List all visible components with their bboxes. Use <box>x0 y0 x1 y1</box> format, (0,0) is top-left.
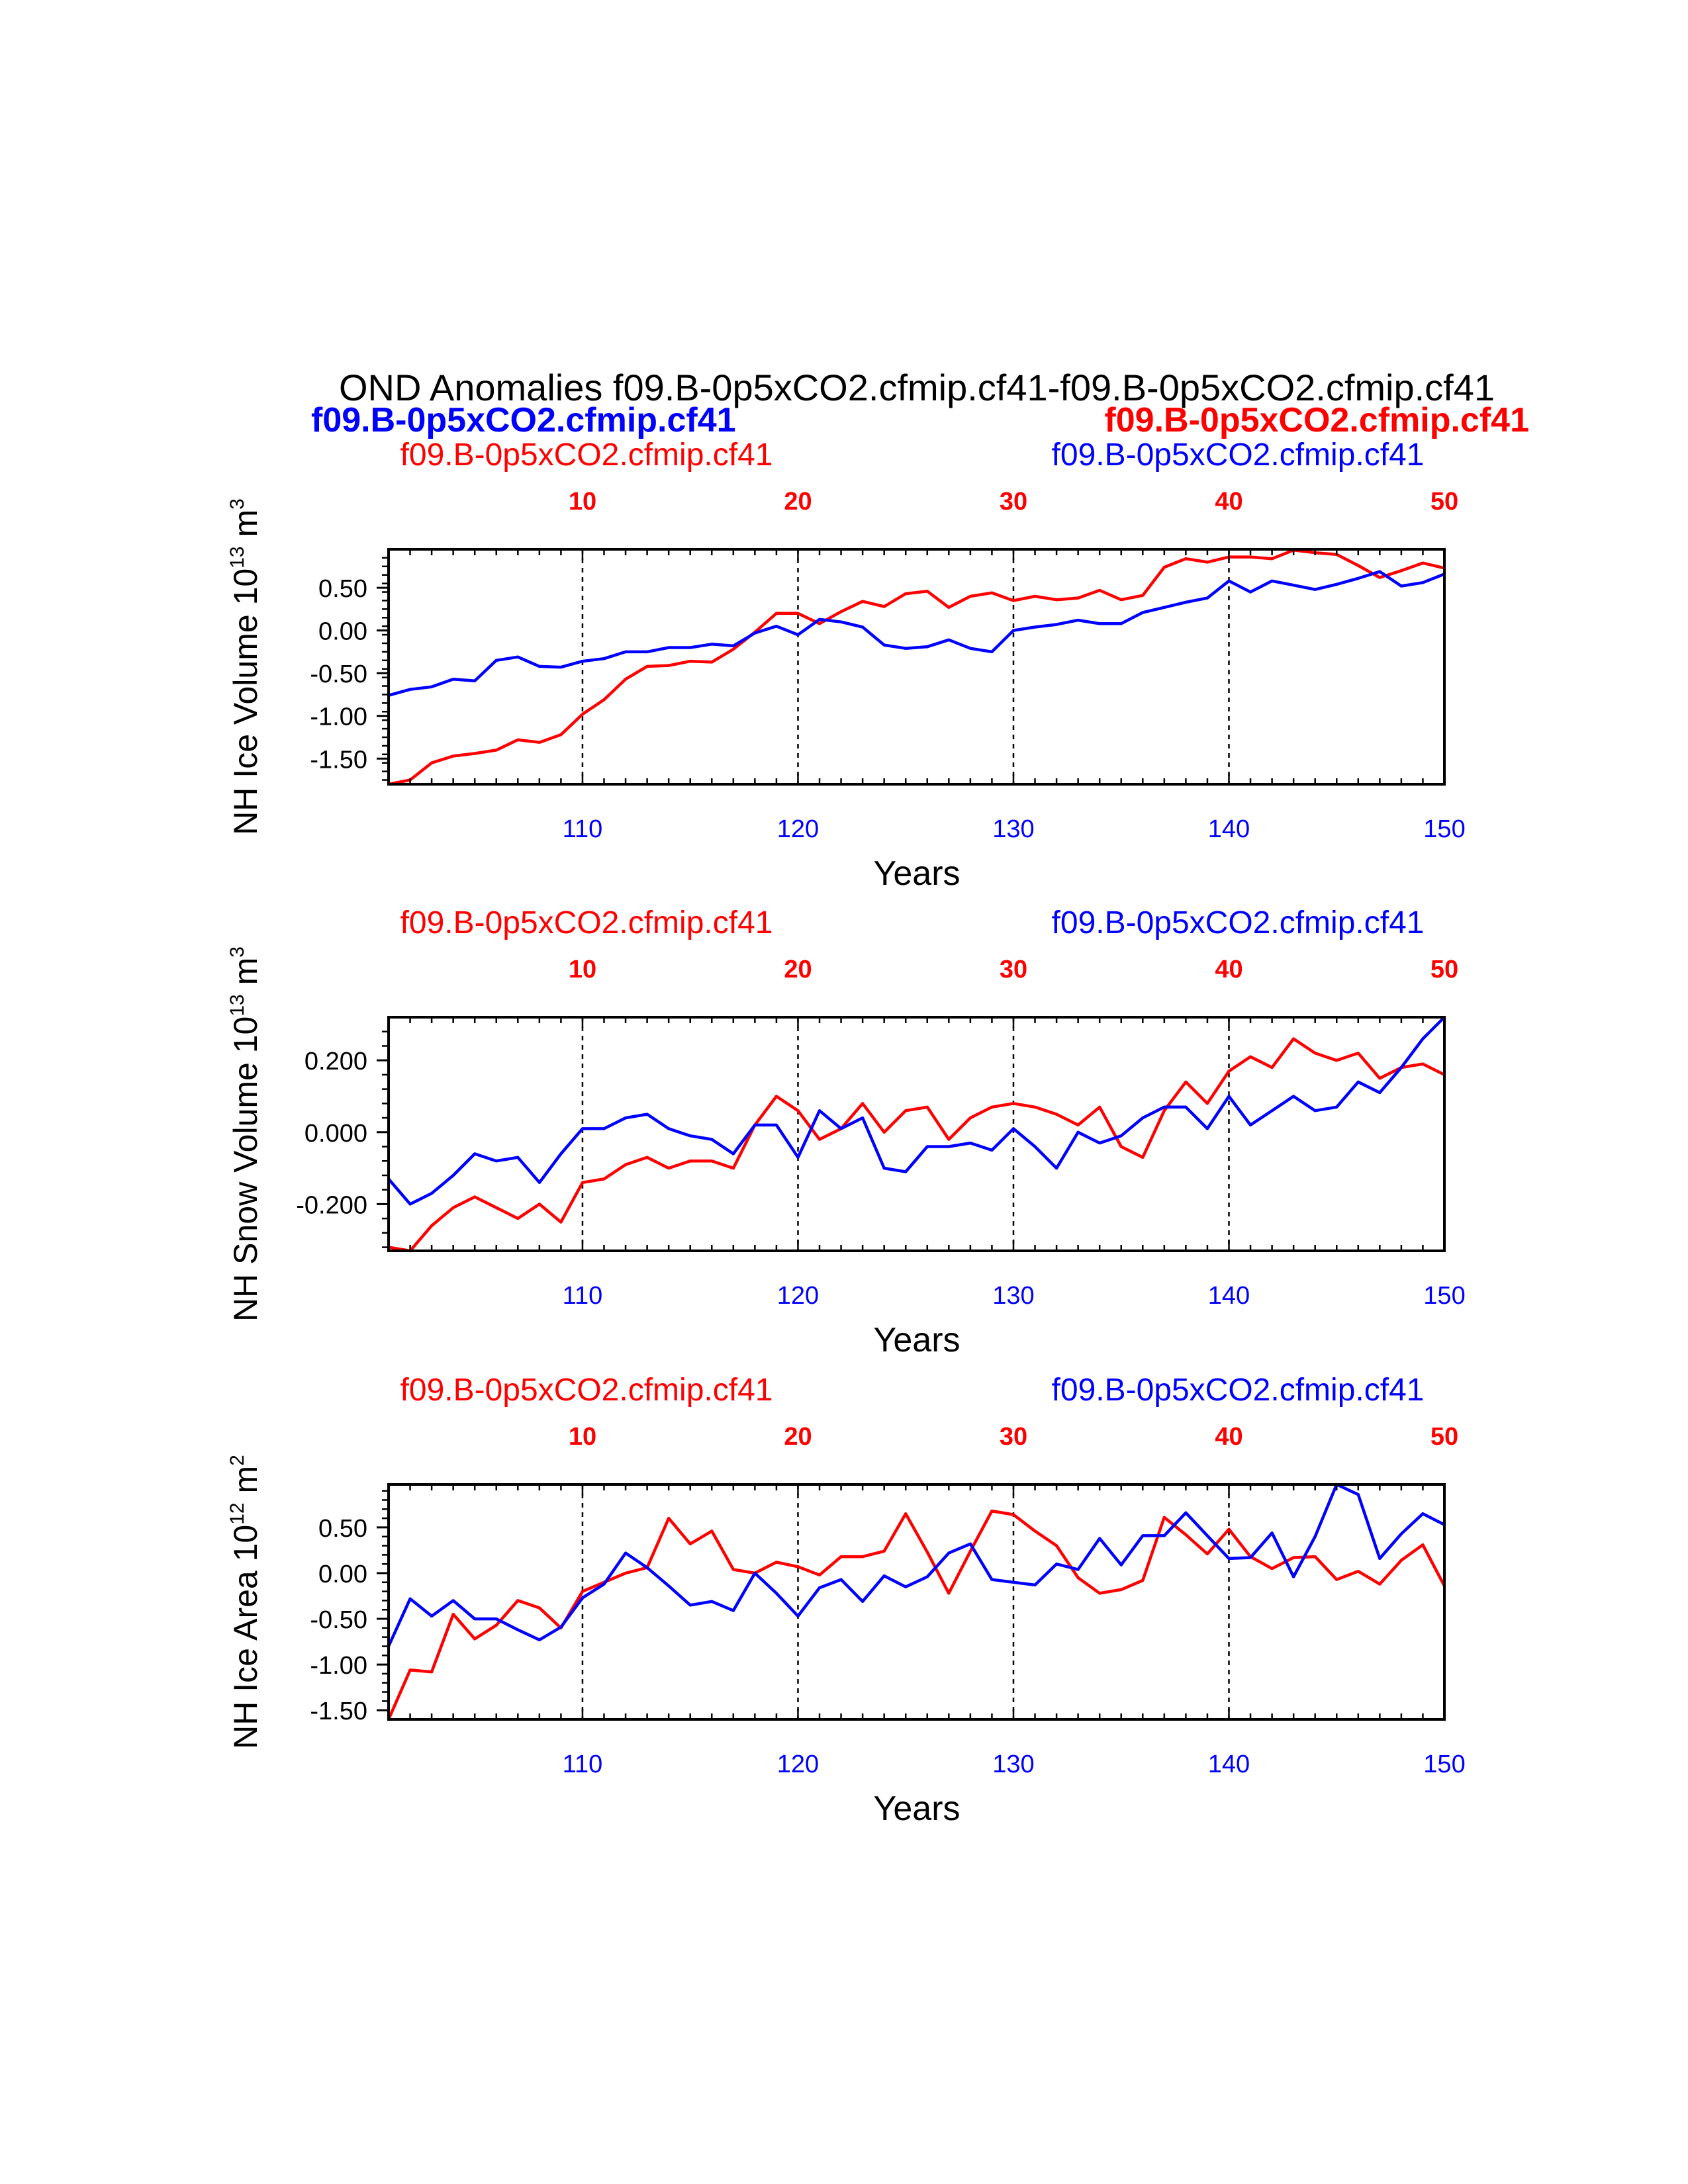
y-tick-label: -1.00 <box>310 1652 367 1680</box>
x-tick-label-top: 30 <box>1000 956 1027 983</box>
y-tick-label: 0.200 <box>305 1048 367 1075</box>
x-tick-label-top: 20 <box>784 488 812 516</box>
x-tick-label-top: 30 <box>1000 1423 1027 1451</box>
series-line-blue <box>387 1016 1446 1206</box>
x-tick-label-top: 30 <box>1000 488 1027 516</box>
series-line-blue <box>387 1482 1446 1647</box>
panel-right-label: f09.B-0p5xCO2.cfmip.cf41 <box>1052 437 1425 473</box>
chart-title: OND Anomalies f09.B-0p5xCO2.cfmip.cf41-f… <box>339 367 1495 408</box>
y-tick-label: -0.200 <box>296 1191 367 1219</box>
x-tick-label-top: 20 <box>784 1423 812 1451</box>
y-tick-label: -1.50 <box>310 746 367 774</box>
x-tick-label-bottom: 140 <box>1208 815 1250 843</box>
y-axis-label: NH Ice Area 1012 m2 <box>226 1455 264 1749</box>
x-tick-label-bottom: 120 <box>777 1751 819 1778</box>
x-tick-label-bottom: 150 <box>1423 1282 1465 1310</box>
x-tick-label-bottom: 120 <box>777 815 819 843</box>
panel-3: 0.50 0.00 -0.50 -1.00 -1.50 110 120 130 140 150 10… <box>226 1373 1466 1828</box>
x-tick-label-bottom: 110 <box>563 1751 603 1778</box>
x-tick-label-top: 10 <box>569 1423 596 1451</box>
x-tick-label-bottom: 130 <box>992 1282 1034 1310</box>
y-axis-label: NH Snow Volume 1013 m3 <box>226 946 264 1322</box>
x-tick-label-top: 20 <box>784 956 812 983</box>
x-tick-label-bottom: 130 <box>992 815 1034 843</box>
x-axis-label: Years <box>873 854 960 893</box>
panels: 0.50 0.00 -0.50 -1.00 -1.50 110 120 130 140 150 10… <box>226 437 1466 1828</box>
y-tick-label: -0.50 <box>310 660 367 688</box>
x-axis-label: Years <box>873 1321 960 1359</box>
panel-right-label: f09.B-0p5xCO2.cfmip.cf41 <box>1052 1373 1425 1408</box>
y-axis-label: NH Ice Volume 1013 m3 <box>226 498 264 835</box>
x-tick-label-bottom: 140 <box>1208 1282 1250 1310</box>
series-line-blue <box>388 570 1445 697</box>
x-tick-label-bottom: 150 <box>1423 1751 1465 1778</box>
y-tick-label: 0.00 <box>318 1561 367 1588</box>
header-left-label: f09.B-0p5xCO2.cfmip.cf41 <box>311 401 736 439</box>
panel-left-label: f09.B-0p5xCO2.cfmip.cf41 <box>400 437 773 473</box>
x-tick-label-top: 50 <box>1430 1423 1458 1451</box>
series-line-red <box>388 1037 1446 1253</box>
header-right-label: f09.B-0p5xCO2.cfmip.cf41 <box>1104 401 1529 439</box>
x-tick-label-bottom: 150 <box>1423 815 1465 843</box>
x-tick-label-top: 40 <box>1215 488 1243 516</box>
x-tick-label-bottom: 130 <box>992 1751 1034 1778</box>
x-tick-label-top: 50 <box>1430 488 1458 516</box>
y-tick-label: 0.00 <box>318 618 367 646</box>
plot-frame <box>387 548 1446 786</box>
panel-right-label: f09.B-0p5xCO2.cfmip.cf41 <box>1052 905 1425 940</box>
x-tick-label-top: 50 <box>1430 956 1458 983</box>
x-tick-label-bottom: 120 <box>777 1282 819 1310</box>
panel-left-label: f09.B-0p5xCO2.cfmip.cf41 <box>400 905 773 940</box>
x-tick-label-bottom: 140 <box>1208 1751 1250 1778</box>
y-tick-label: 0.50 <box>318 1515 367 1543</box>
x-tick-label-bottom: 110 <box>563 1282 603 1310</box>
panel-1: 0.50 0.00 -0.50 -1.00 -1.50 110 120 130 140 150 10… <box>226 437 1466 893</box>
y-tick-label: -0.50 <box>310 1606 367 1634</box>
x-tick-label-top: 10 <box>569 956 596 983</box>
x-tick-label-top: 40 <box>1215 956 1243 983</box>
y-tick-label: 0.50 <box>318 575 367 603</box>
y-tick-label: -1.50 <box>310 1698 367 1725</box>
x-tick-label-top: 10 <box>569 488 596 516</box>
x-tick-label-top: 40 <box>1215 1423 1243 1451</box>
x-tick-label-bottom: 110 <box>563 815 603 843</box>
panel-left-label: f09.B-0p5xCO2.cfmip.cf41 <box>400 1373 773 1408</box>
panel-2: 0.200 0.000 -0.200 110 120 130 140 150 10 20 30 40 5… <box>226 905 1466 1359</box>
plot-frame <box>387 1483 1446 1721</box>
series-line-red <box>388 549 1445 786</box>
plot-frame <box>387 1016 1446 1252</box>
y-tick-label: -1.00 <box>310 704 367 731</box>
y-tick-label: 0.000 <box>305 1120 367 1148</box>
x-axis-label: Years <box>873 1790 960 1828</box>
series-line-red <box>387 1509 1446 1720</box>
